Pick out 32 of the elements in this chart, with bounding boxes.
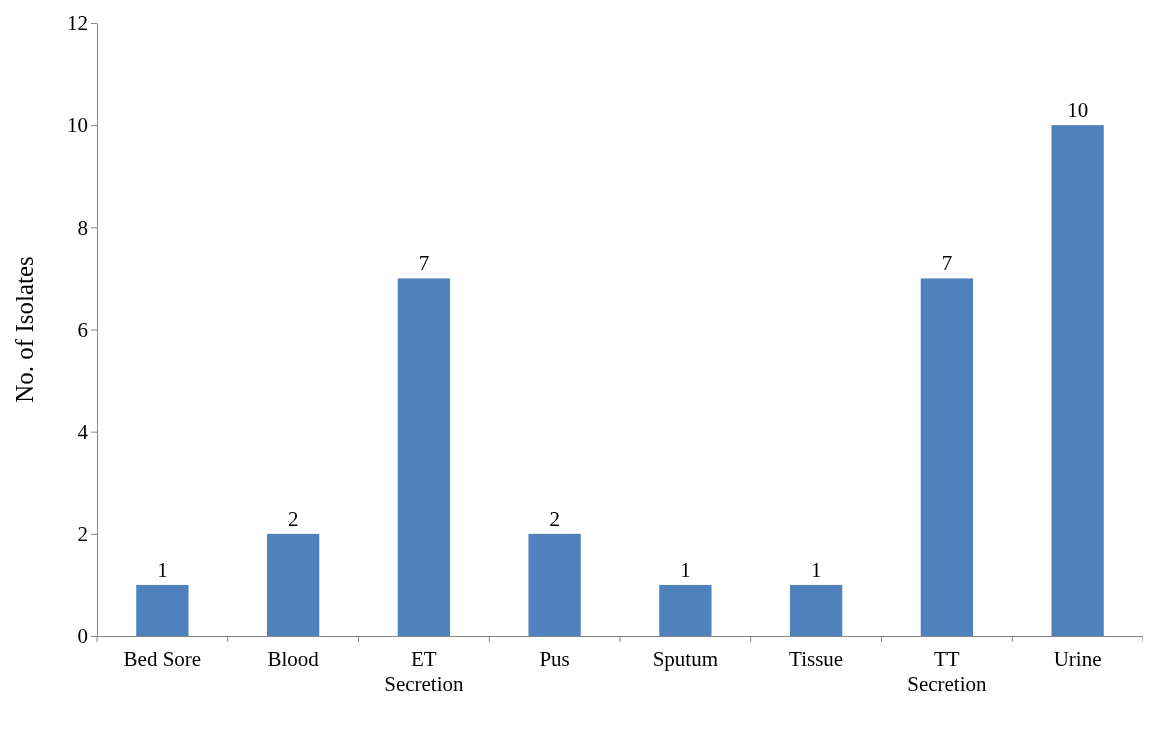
- x-tick-label: Tissue: [789, 647, 844, 671]
- x-tick-label: Bed Sore: [123, 647, 202, 671]
- bar: [136, 584, 189, 636]
- x-tick-label: Pus: [539, 647, 570, 671]
- bar: [789, 584, 843, 636]
- y-axis-title: No. of Isolates: [11, 256, 38, 403]
- data-label: 7: [418, 251, 430, 276]
- x-tick-label: ET Secretion: [384, 647, 465, 696]
- y-tick-label: 12: [67, 11, 88, 36]
- y-tick-label: 10: [67, 113, 88, 138]
- y-tick-label: 0: [77, 624, 88, 649]
- data-label: 10: [1067, 98, 1089, 123]
- data-label: 1: [680, 557, 691, 582]
- bar: [920, 278, 974, 636]
- x-tick-label: Urine: [1053, 647, 1102, 671]
- y-tick-label: 2: [77, 522, 88, 547]
- data-label: 7: [941, 251, 953, 276]
- bar: [266, 533, 320, 636]
- bar: [528, 533, 581, 636]
- x-tick-label: Blood: [267, 647, 320, 671]
- bar: [397, 278, 451, 636]
- y-tick-label: 8: [77, 215, 88, 240]
- y-tick-label: 6: [77, 317, 88, 342]
- y-tick-label: 4: [77, 419, 89, 444]
- data-label: 1: [810, 557, 822, 582]
- data-label: 2: [287, 506, 299, 531]
- x-tick-label: TT Secretion: [907, 647, 988, 696]
- bar: [1051, 125, 1104, 636]
- x-tick-label: Sputum: [652, 647, 719, 671]
- bar: [659, 584, 712, 636]
- data-label: 1: [157, 557, 168, 582]
- data-label: 2: [549, 506, 560, 531]
